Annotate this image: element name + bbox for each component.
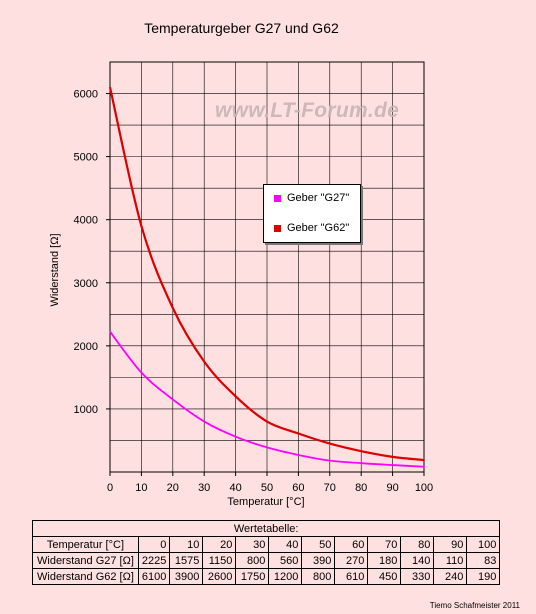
value-table: Wertetabelle: Temperatur [°C] 0 10 20 30 40 50 6…: [31, 520, 501, 585]
table-row-header: Temperatur [°C]: [32, 536, 139, 553]
table-cell: 0: [137, 536, 171, 553]
y-tick-label: 5000: [74, 152, 98, 164]
table-row: Temperatur [°C] 0 10 20 30 40 50 60 70 80 90 100: [32, 536, 501, 553]
x-tick-label: 10: [135, 482, 147, 494]
table-cell: 60: [334, 536, 369, 553]
y-tick-label: 6000: [74, 89, 98, 101]
data-point-g27: [234, 435, 237, 438]
y-axis-label: Widerstand [Ω]: [49, 233, 61, 307]
table-cell: 240: [433, 568, 468, 585]
table-cell: 190: [466, 568, 501, 585]
data-point-g27: [391, 464, 394, 466]
table-cell: 560: [268, 552, 303, 569]
table-cell: 1200: [268, 568, 303, 585]
legend-item-g27: Geber "G27": [274, 192, 349, 204]
table-cell: 140: [400, 552, 435, 569]
table-row-header: Widerstand G62 [Ω]: [32, 568, 139, 585]
data-point-g62: [234, 395, 237, 398]
table-cell: 110: [433, 552, 468, 569]
table-cell: 40: [268, 536, 303, 553]
x-tick-label: 70: [324, 482, 336, 494]
data-point-g27: [297, 454, 300, 456]
data-point-g62: [109, 86, 111, 89]
series-line-g62: [108, 86, 425, 462]
table-cell: 1750: [235, 568, 270, 585]
legend-swatch-g27: [274, 194, 281, 202]
table-cell: 80: [400, 536, 435, 553]
table-cell: 83: [466, 552, 501, 569]
legend: Geber "G27" Geber "G62": [263, 184, 361, 243]
x-tick-label: 30: [198, 482, 210, 494]
data-point-g27: [140, 371, 143, 374]
chart-plot: 0 10 20 30 40 50 60 70 80 90 100 1000 2000 3000 4000 50…: [74, 61, 433, 494]
table-cell: 2600: [202, 568, 237, 585]
table-cell: 1150: [202, 552, 237, 569]
data-point-g62: [423, 459, 425, 461]
table-cell: 10: [169, 536, 204, 553]
x-tick-label: 80: [355, 482, 367, 494]
x-axis-label: Temperatur [°C]: [227, 496, 305, 508]
x-tick-label: 60: [292, 482, 304, 494]
data-point-g62: [203, 360, 205, 363]
table-cell: 390: [301, 552, 336, 569]
x-tick-label: 50: [261, 482, 273, 494]
author-credit: Tiemo Schafmeister 2011: [429, 601, 520, 610]
table-cell: 100: [466, 536, 501, 553]
table-cell: 180: [367, 552, 402, 569]
table-cell: 6100: [137, 568, 171, 585]
y-tick-label: 4000: [74, 215, 98, 227]
data-point-g62: [266, 420, 268, 423]
watermark: www.LT-Forum.de: [215, 99, 400, 122]
legend-label-g27: Geber "G27": [287, 192, 350, 204]
x-tick-label: 90: [386, 482, 398, 494]
table-row: Widerstand G27 [Ω] 2225 1575 1150 800 560 390 2…: [32, 552, 501, 569]
data-point-g62: [140, 225, 143, 227]
table-cell: 610: [334, 568, 369, 585]
table-cell: 450: [367, 568, 402, 585]
y-tick-label: 2000: [74, 341, 98, 353]
legend-item-g62: Geber "G62": [274, 222, 349, 234]
table-cell: 800: [301, 568, 336, 585]
x-tick-label: 0: [107, 482, 113, 494]
data-point-g62: [391, 456, 394, 458]
x-tick-label: 20: [167, 482, 179, 494]
table-cell: 1575: [169, 552, 204, 569]
table-cell: 3900: [169, 568, 204, 585]
table-caption-row: Wertetabelle:: [31, 520, 501, 537]
chart-title: Temperaturgeber G27 und G62: [144, 20, 339, 36]
table-cell: 50: [301, 536, 336, 553]
table-cell: 800: [235, 552, 270, 569]
x-tick-label: 40: [229, 482, 241, 494]
table-caption: Wertetabelle:: [31, 520, 501, 537]
table-cell: 2225: [137, 552, 171, 569]
table-cell: 20: [202, 536, 237, 553]
data-point-g62: [172, 307, 174, 309]
data-point-g27: [172, 398, 174, 401]
table-cell: 70: [367, 536, 402, 553]
table-row-header: Widerstand G27 [Ω]: [32, 552, 139, 569]
x-tick-label: 100: [415, 482, 433, 494]
table-cell: 330: [400, 568, 435, 585]
y-tick-label: 3000: [74, 278, 98, 290]
data-point-g62: [360, 450, 363, 452]
legend-label-g62: Geber "G62": [287, 222, 350, 234]
table-row: Widerstand G62 [Ω] 6100 3900 2600 1750 1200 80…: [32, 568, 501, 585]
data-point-g27: [329, 459, 331, 462]
table-cell: 270: [334, 552, 369, 569]
data-point-g62: [329, 442, 331, 445]
y-tick-label: 1000: [74, 404, 98, 416]
table-cell: 30: [235, 536, 270, 553]
data-point-g27: [360, 462, 363, 464]
data-point-g62: [297, 432, 300, 435]
data-point-g27: [266, 446, 268, 449]
data-point-g27: [109, 330, 111, 333]
legend-swatch-g62: [274, 224, 281, 232]
data-point-g27: [203, 420, 205, 423]
data-point-g27: [423, 465, 425, 468]
value-table-body: Wertetabelle: Temperatur [°C] 0 10 20 30 40 50 6…: [31, 520, 501, 585]
table-cell: 90: [433, 536, 468, 553]
